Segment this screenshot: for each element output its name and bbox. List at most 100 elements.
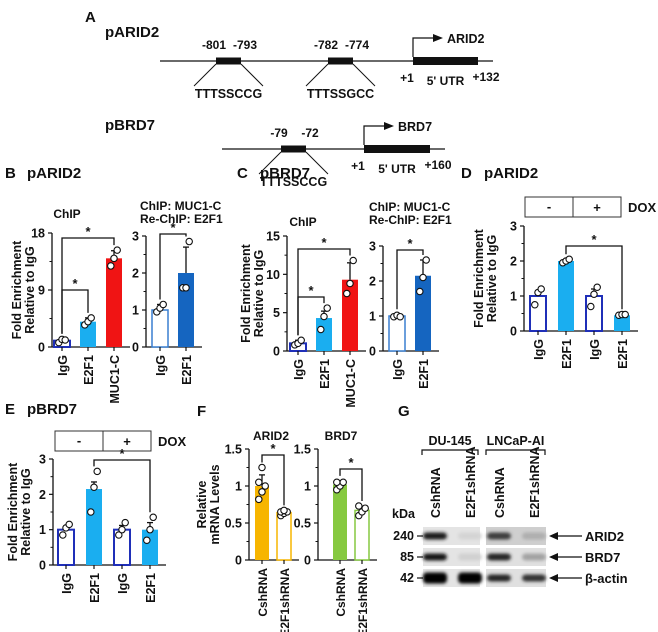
panel-letter: B <box>5 165 16 182</box>
bar-cshrna <box>333 484 347 560</box>
chart-title: ChIP <box>53 207 80 221</box>
significance-star: * <box>270 441 276 456</box>
chart-title: ChIP: MUC1-C <box>369 200 451 214</box>
data-point <box>146 525 154 534</box>
dox-plus: + <box>123 434 131 449</box>
utr-label: 5' UTR <box>427 74 465 88</box>
significance-star: * <box>72 276 78 291</box>
data-point <box>361 504 369 512</box>
y-tick-label: 0 <box>510 325 517 339</box>
data-point <box>422 256 430 264</box>
panel-letter: C <box>237 165 248 182</box>
x-category-label: MUC1-C <box>108 355 122 404</box>
x-category-label: IgG <box>391 359 405 380</box>
data-point <box>396 312 404 321</box>
panel-letter: A <box>85 9 96 26</box>
data-point <box>59 531 67 539</box>
dox-header-e: - + DOX <box>54 430 187 452</box>
data-point <box>159 300 167 309</box>
y-tick-label: 0 <box>132 341 139 355</box>
marker-kda: 42 <box>400 571 414 585</box>
y-axis-label: Relative to IgG <box>252 250 266 338</box>
data-point <box>280 506 288 515</box>
y-tick-label: 1.5 <box>294 443 311 457</box>
bar-e2f1 <box>142 529 158 565</box>
bar-e2f1 <box>558 261 574 331</box>
y-tick-label: 0.5 <box>294 517 311 531</box>
data-point <box>121 518 129 527</box>
site-end: -72 <box>301 126 319 140</box>
data-point <box>346 279 354 288</box>
binding-site <box>281 145 306 153</box>
x-category-label: IgG <box>154 355 168 376</box>
protein-band <box>522 532 546 540</box>
binding-site <box>328 57 353 65</box>
panel-title: pBRD7 <box>260 165 310 182</box>
y-tick-label: 10 <box>266 268 280 282</box>
arrowhead-icon <box>433 34 443 42</box>
data-point <box>317 325 325 334</box>
y-tick-label: 18 <box>31 227 45 241</box>
y-axis-label: Relative to IgG <box>485 235 499 323</box>
data-point <box>343 289 351 298</box>
chart-title: Re-ChIP: E2F1 <box>140 212 223 226</box>
tss-arrow-icon <box>363 125 386 145</box>
data-point <box>115 531 123 539</box>
x-category-label: E2F1shRNA <box>356 568 370 632</box>
chart-e: 0 1 2 3 IgG E2F1 IgG E2F1 * Fold Enrichment Relati… <box>6 446 166 603</box>
data-point <box>621 310 629 319</box>
protein-band <box>423 572 447 584</box>
gene-name: ARID2 <box>447 32 485 46</box>
data-point <box>416 287 424 296</box>
y-tick-label: 0 <box>235 554 242 568</box>
protein-band <box>487 553 511 561</box>
motif-sequence: TTTSSCCG <box>195 87 262 101</box>
motif-bracket <box>193 63 217 87</box>
site-start: -782 <box>314 38 338 52</box>
significance-bracket <box>61 289 89 334</box>
data-point <box>61 336 69 344</box>
x-category-label: IgG <box>292 359 306 380</box>
panel-g-western-blot: G DU-145 LNCaP-AI CshRNA E2F1shRNA CshRNA E2F1… <box>392 403 628 587</box>
band-label: β-actin <box>585 571 628 586</box>
chart-d: 0 1 2 3 IgG E2F1 IgG E2F1 * Fold Enrichment Relati… <box>472 220 638 369</box>
motif-sequence: TTTSSGCC <box>307 87 374 101</box>
data-point <box>87 314 95 322</box>
data-point <box>185 237 193 246</box>
y-tick-label: 1 <box>369 310 376 324</box>
motif-bracket <box>352 63 376 87</box>
significance-bracket <box>339 468 363 501</box>
chart-b-rechip: 0 1 2 3 IgG E2F1 * ChIP: MUC1-CRe-ChIP: E2F1 <box>132 199 223 385</box>
x-category-label: IgG <box>532 339 546 360</box>
chart-title: BRD7 <box>325 429 358 443</box>
motif-bracket <box>258 151 282 175</box>
motif-bracket <box>305 151 329 175</box>
data-point <box>258 463 266 472</box>
y-tick-label: 15 <box>266 230 280 244</box>
significance-star: * <box>85 224 91 239</box>
x-category-label: E2F1 <box>144 573 158 603</box>
dox-label: DOX <box>628 200 657 215</box>
significance-star: * <box>348 455 354 470</box>
x-category-label: E2F1 <box>417 359 431 389</box>
band-label: BRD7 <box>585 550 620 565</box>
site-end: -774 <box>345 38 369 52</box>
chart-c-rechip: 0 1 2 3 IgG E2F1 * ChIP: MUC1-CRe-ChIP: E2F1 <box>369 200 452 389</box>
y-tick-label: 1.5 <box>225 443 242 457</box>
promoter-label: pARID2 <box>105 24 159 41</box>
blot-strip <box>486 548 546 566</box>
significance-bracket <box>297 296 325 336</box>
promoter-label: pBRD7 <box>105 117 155 134</box>
protein-band <box>522 553 546 561</box>
significance-star: * <box>119 446 125 461</box>
bar-e2f1 <box>178 273 194 347</box>
x-category-label: CshRNA <box>334 568 348 617</box>
significance-star: * <box>321 235 327 250</box>
protein-band <box>458 572 482 584</box>
chart-f-brd7: 0 0.5 1 1.5 CshRNA E2F1shRNA * BRD7 <box>294 429 377 632</box>
data-point <box>107 262 115 270</box>
significance-bracket <box>93 459 151 513</box>
y-tick-label: 1 <box>132 304 139 318</box>
tss-arrow-icon <box>412 37 435 57</box>
kda-label: kDa <box>392 507 416 521</box>
